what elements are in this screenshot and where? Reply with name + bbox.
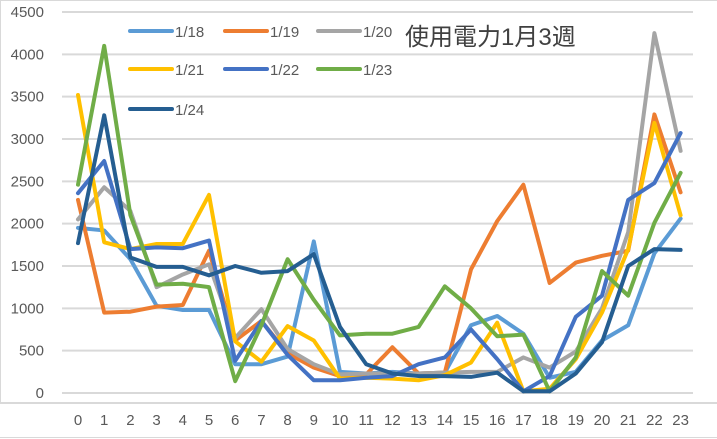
legend-item: 1/20: [316, 24, 392, 41]
x-tick-label: 2: [126, 412, 134, 429]
x-axis-band: [0, 404, 717, 438]
legend-item: 1/19: [223, 24, 299, 41]
x-tick-label: 6: [231, 412, 239, 429]
y-tick-label: 500: [19, 343, 44, 360]
legend-label: 1/21: [175, 62, 204, 79]
series-line-1-24: [76, 113, 683, 394]
legend-item: 1/24: [128, 102, 204, 119]
x-tick-label: 15: [463, 412, 480, 429]
x-tick-label: 14: [436, 412, 453, 429]
legend-label: 1/19: [270, 24, 299, 41]
x-tick-label: 17: [515, 412, 532, 429]
x-tick-label: 12: [384, 412, 401, 429]
series-line-1-23: [76, 43, 683, 394]
legend-label: 1/18: [175, 24, 204, 41]
legend-label: 1/20: [363, 24, 392, 41]
chart-title: 使用電力1月3週: [405, 24, 576, 51]
legend-label: 1/22: [270, 62, 299, 79]
x-tick-label: 23: [672, 412, 689, 429]
x-tick-label: 11: [358, 412, 374, 429]
legend-item: 1/21: [128, 62, 204, 79]
y-tick-label: 1500: [11, 258, 44, 275]
x-tick-label: 21: [620, 412, 637, 429]
x-tick-label: 16: [489, 412, 506, 429]
y-tick-label: 4000: [11, 46, 44, 63]
legend-label: 1/24: [175, 102, 204, 119]
legend-item: 1/22: [223, 62, 299, 79]
y-tick-label: 3000: [11, 131, 44, 148]
y-tick-label: 2500: [11, 173, 44, 190]
y-tick-label: 3500: [11, 89, 44, 106]
series-line-1-19: [76, 112, 683, 379]
y-axis: 0 500 1000 1500 2000 2500 3000 3500 4000 4500: [11, 4, 44, 402]
x-tick-label: 1: [100, 412, 108, 429]
y-tick-label: 0: [36, 385, 44, 402]
x-tick-label: 5: [205, 412, 213, 429]
x-tick-label: 7: [257, 412, 265, 429]
x-tick-label: 22: [646, 412, 663, 429]
chart-frame: [0, 0, 717, 404]
x-axis: 0 1 2 3 4 5 6 7 8 9 10 11 12 13 14 15 16 17 18 19 20 21 22 23: [74, 412, 689, 429]
x-tick-label: 8: [283, 412, 291, 429]
series-lines: [76, 31, 683, 394]
y-tick-label: 4500: [11, 4, 44, 21]
legend-item: 1/23: [316, 62, 392, 79]
series-line-1-22: [76, 131, 683, 394]
x-tick-label: 0: [74, 412, 82, 429]
x-tick-label: 19: [567, 412, 584, 429]
series-line-1-20: [76, 31, 683, 377]
legend-item: 1/18: [128, 24, 204, 41]
x-tick-label: 4: [179, 412, 187, 429]
y-tick-label: 2000: [11, 216, 44, 233]
x-tick-label: 18: [541, 412, 558, 429]
x-tick-label: 20: [594, 412, 611, 429]
x-tick-label: 9: [310, 412, 318, 429]
legend: 1/18 1/19 1/20 1/21 1/22 1/23 1/24: [128, 24, 392, 119]
x-tick-label: 13: [410, 412, 427, 429]
legend-label: 1/23: [363, 62, 392, 79]
x-tick-label: 3: [152, 412, 160, 429]
y-tick-label: 1000: [11, 300, 44, 317]
x-tick-label: 10: [332, 412, 349, 429]
